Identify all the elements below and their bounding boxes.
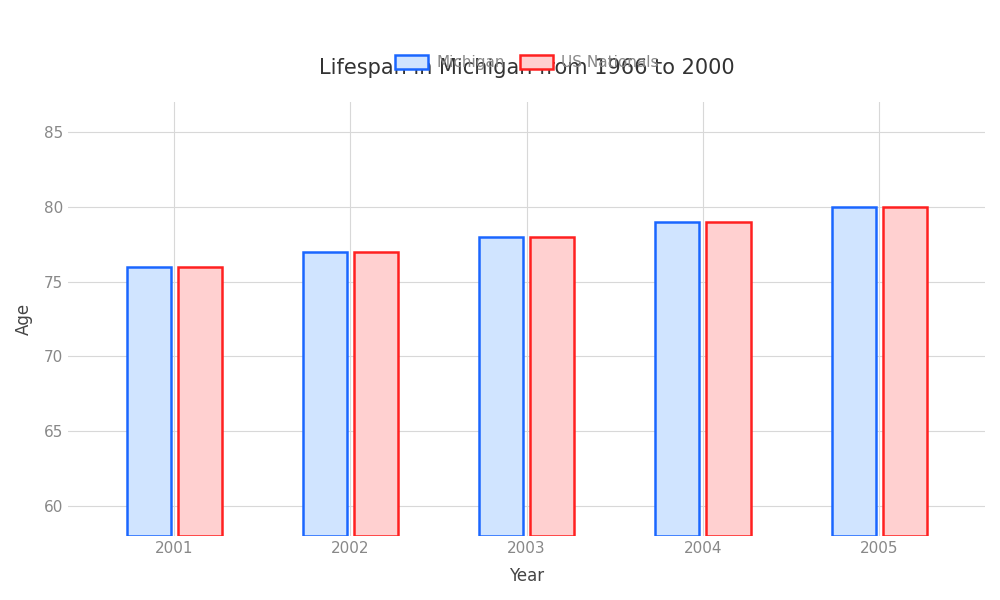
Title: Lifespan in Michigan from 1966 to 2000: Lifespan in Michigan from 1966 to 2000 (319, 58, 734, 78)
Bar (354, 251, 398, 536)
Bar (655, 222, 699, 536)
Bar (178, 266, 222, 536)
Bar (479, 237, 523, 536)
Bar (832, 207, 876, 536)
Legend: Michigan, US Nationals: Michigan, US Nationals (389, 49, 665, 76)
Bar (883, 207, 927, 536)
X-axis label: Year: Year (509, 567, 544, 585)
Y-axis label: Age: Age (15, 303, 33, 335)
Bar (706, 222, 751, 536)
Bar (303, 251, 347, 536)
Bar (530, 237, 574, 536)
Bar (127, 266, 171, 536)
